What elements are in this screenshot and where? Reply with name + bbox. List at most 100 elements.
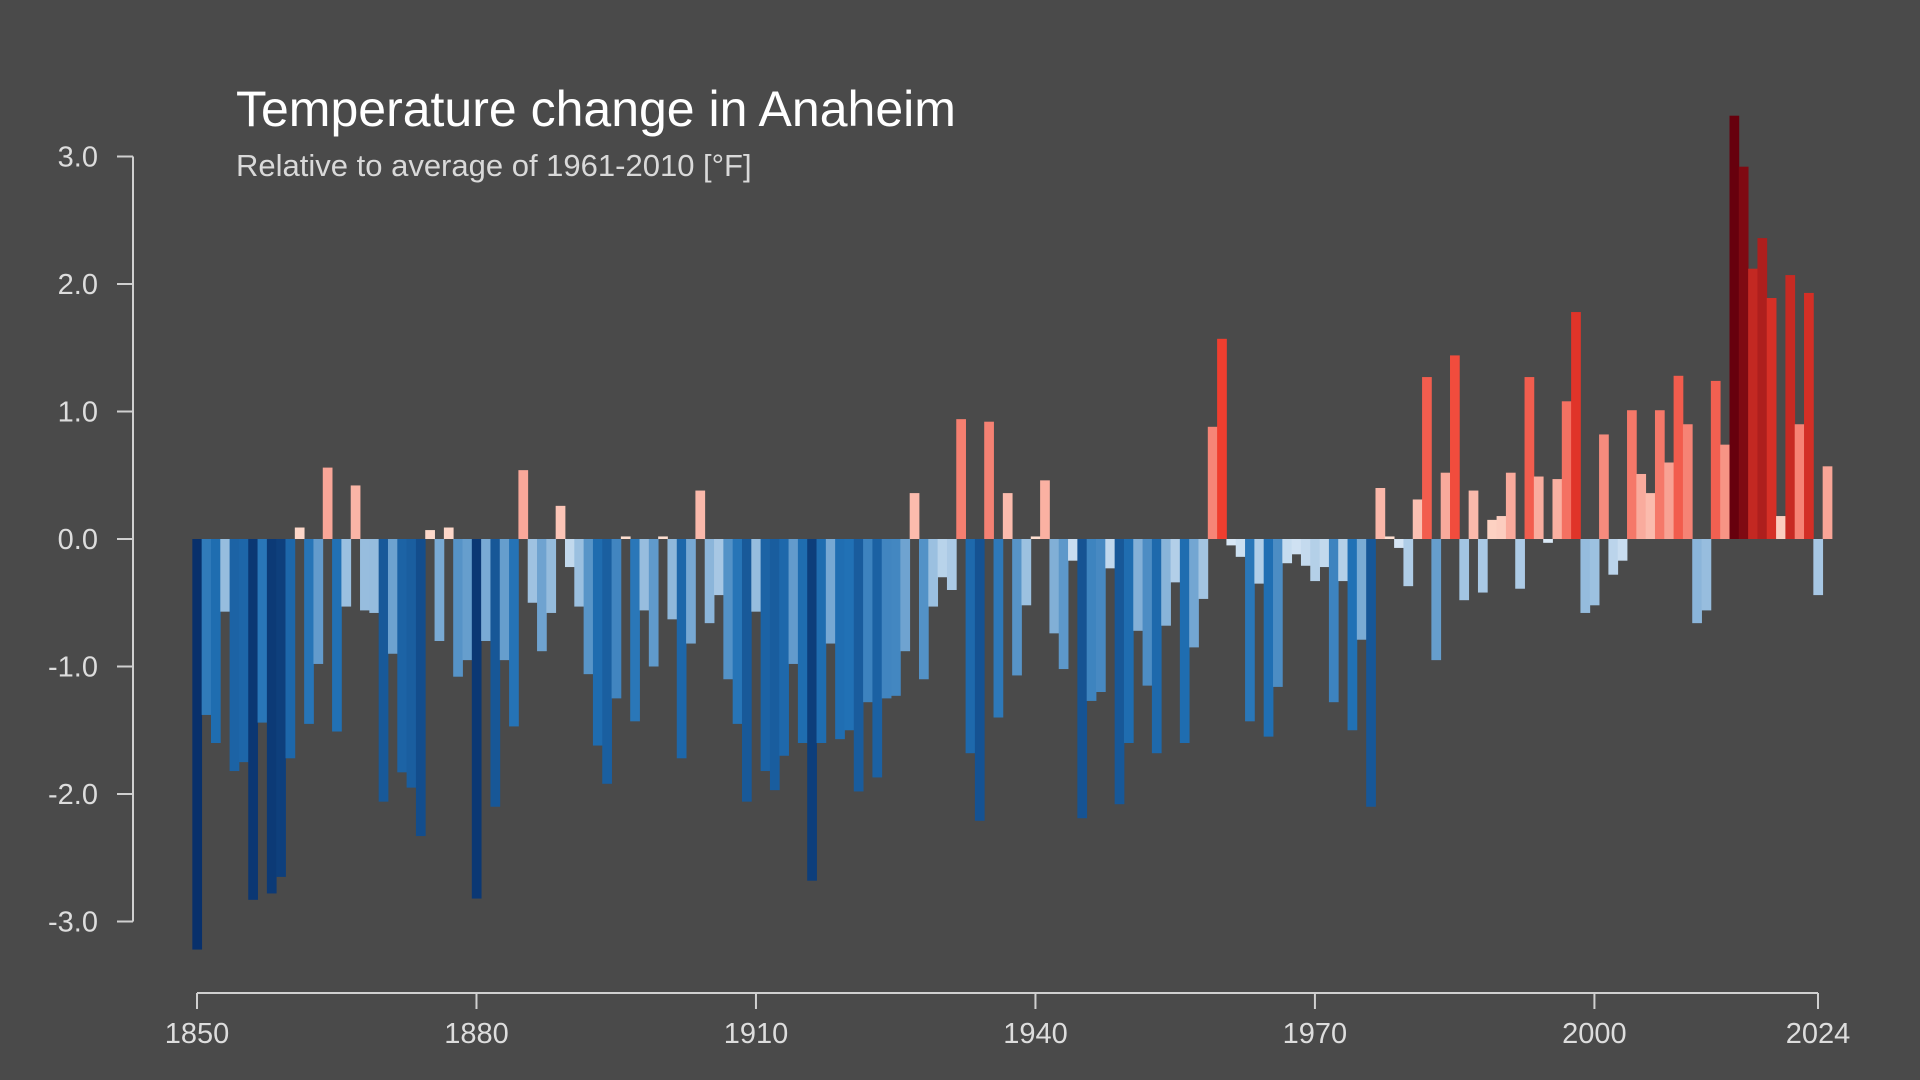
bar-1945 — [1077, 539, 1088, 819]
bar-1980 — [1403, 539, 1414, 587]
y-tick-label: 1.0 — [58, 397, 98, 429]
bar-2006 — [1645, 493, 1656, 539]
bar-1984 — [1440, 472, 1451, 539]
bar-1943 — [1058, 539, 1069, 670]
bar-1955 — [1170, 539, 1181, 583]
bar-2005 — [1636, 473, 1647, 540]
bar-1933 — [965, 539, 976, 754]
bar-1869 — [369, 539, 380, 613]
y-tick-label: -3.0 — [48, 907, 98, 939]
bar-1902 — [676, 539, 687, 759]
bar-1942 — [1049, 539, 1060, 634]
bar-1918 — [825, 539, 836, 644]
bar-1995 — [1543, 539, 1553, 543]
bar-1854 — [229, 539, 240, 772]
y-tick-label: -1.0 — [48, 652, 98, 684]
bar-1925 — [891, 539, 901, 696]
bar-1923 — [872, 539, 883, 778]
bar-1964 — [1254, 539, 1265, 584]
bar-1873 — [406, 539, 417, 788]
x-axis: 1850 1880 1910 1940 1970 2000 2024 — [165, 992, 1850, 1050]
bar-1930 — [937, 539, 948, 578]
bar-1903 — [686, 539, 696, 644]
bar-1928 — [919, 539, 929, 680]
bar-1862 — [304, 539, 314, 724]
bar-1991 — [1505, 472, 1516, 539]
bar-1926 — [900, 539, 911, 652]
bar-2002 — [1608, 539, 1619, 575]
bar-1915 — [797, 539, 808, 743]
bar-1967 — [1282, 539, 1293, 564]
bar-2009 — [1673, 375, 1684, 539]
bar-1947 — [1096, 539, 1106, 692]
bar-1884 — [509, 539, 519, 727]
bar-1885 — [518, 470, 529, 539]
bar-1975 — [1356, 539, 1367, 640]
bar-1910 — [751, 539, 762, 612]
bar-1937 — [1002, 493, 1013, 539]
bar-1861 — [294, 527, 305, 539]
bar-1932 — [956, 419, 966, 539]
bar-1880 — [471, 539, 482, 899]
bar-1954 — [1161, 539, 1171, 626]
bar-2003 — [1617, 539, 1628, 561]
y-tick-label: 3.0 — [58, 142, 98, 174]
bar-1976 — [1366, 539, 1376, 807]
bar-1874 — [415, 539, 426, 837]
bar-1917 — [816, 539, 827, 743]
bar-1938 — [1012, 539, 1022, 676]
bar-1879 — [462, 539, 473, 661]
bar-1941 — [1040, 480, 1050, 539]
bar-1855 — [238, 539, 249, 763]
bar-2024 — [1813, 539, 1824, 596]
bar-1957 — [1189, 539, 1199, 648]
bar-1999 — [1580, 539, 1591, 613]
chart-subtitle: Relative to average of 1961-2010 [°F] — [236, 148, 752, 183]
bar-1985 — [1450, 355, 1460, 539]
bar-1978 — [1384, 536, 1395, 539]
bar-1986 — [1459, 539, 1470, 601]
bar-1920 — [844, 539, 855, 731]
bar-1914 — [788, 539, 799, 664]
bar-1963 — [1245, 539, 1255, 722]
bar-1952 — [1142, 539, 1153, 686]
bar-1899 — [648, 539, 659, 667]
y-tick-label: -2.0 — [48, 779, 98, 811]
bar-1953 — [1151, 539, 1162, 754]
bar-1959 — [1207, 426, 1218, 539]
bar-2018 — [1757, 238, 1768, 539]
bar-1871 — [387, 539, 398, 654]
bar-1960 — [1217, 338, 1227, 539]
bar-1979 — [1394, 539, 1404, 548]
bar-1867 — [350, 485, 361, 539]
y-tick-label: 2.0 — [58, 269, 98, 301]
bar-1878 — [453, 539, 463, 677]
bar-1990 — [1496, 516, 1507, 539]
bar-1981 — [1412, 499, 1423, 539]
x-tick-label: 1910 — [724, 1018, 789, 1050]
bar-2004 — [1627, 410, 1637, 540]
bar-1911 — [760, 539, 771, 772]
bar-1907 — [723, 539, 734, 680]
chart-title: Temperature change in Anaheim — [236, 81, 956, 137]
bar-2007 — [1654, 410, 1665, 540]
bar-2012 — [1701, 539, 1712, 611]
bar-1972 — [1328, 539, 1339, 703]
bar-1929 — [928, 539, 939, 607]
bar-2013 — [1710, 380, 1721, 539]
bar-1908 — [732, 539, 743, 724]
bar-1934 — [974, 539, 985, 821]
bar-1988 — [1477, 539, 1488, 593]
bar-1970 — [1310, 539, 1320, 582]
bar-1905 — [704, 539, 715, 624]
bar-2010 — [1682, 424, 1693, 539]
bar-1866 — [341, 539, 352, 607]
bar-1888 — [546, 539, 557, 613]
bar-1913 — [779, 539, 789, 756]
bar-1951 — [1133, 539, 1143, 631]
bar-1977 — [1375, 488, 1386, 539]
bar-2023 — [1804, 292, 1814, 539]
bar-1893 — [592, 539, 603, 746]
bar-1897 — [630, 539, 640, 722]
bar-1992 — [1515, 539, 1525, 589]
